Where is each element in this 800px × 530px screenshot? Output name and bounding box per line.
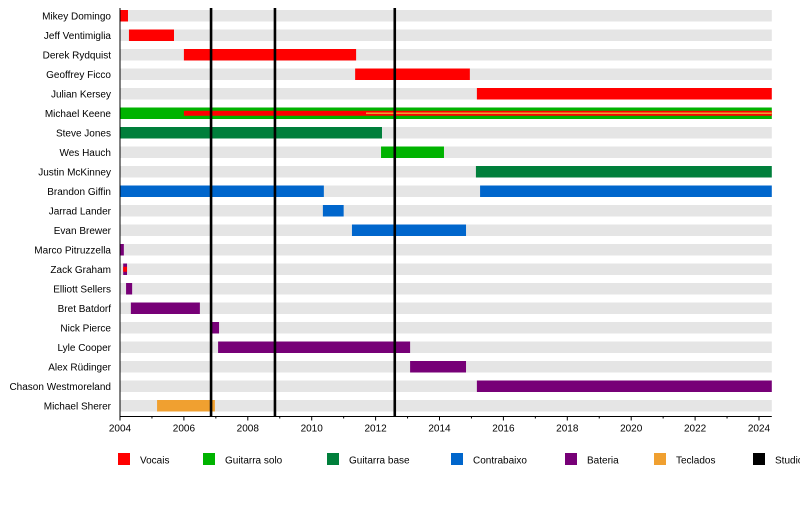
- legend-label-solo: Guitarra solo: [225, 456, 283, 467]
- bar-teclados: [366, 112, 772, 115]
- bar-bateria: [218, 341, 411, 353]
- member-name: Derek Rydquist: [43, 50, 112, 61]
- legend-label-bateria: Bateria: [587, 456, 619, 467]
- member-name: Chason Westmoreland: [9, 382, 111, 393]
- bar-vocais: [476, 88, 772, 100]
- bar-baixo: [120, 185, 324, 197]
- x-tick-label: 2020: [620, 424, 643, 435]
- row-background: [120, 263, 772, 275]
- x-tick-label: 2012: [364, 424, 387, 435]
- member-name: Wes Hauch: [59, 148, 111, 159]
- bar-base: [120, 127, 382, 139]
- bar-solo: [381, 146, 444, 158]
- row-background: [120, 341, 772, 353]
- legend-swatch-solo: [203, 453, 215, 465]
- member-name: Brandon Giffin: [47, 187, 111, 198]
- bar-vocais: [128, 29, 174, 41]
- member-name: Evan Brewer: [54, 226, 112, 237]
- row-background: [120, 146, 772, 158]
- member-name: Geoffrey Ficco: [46, 70, 111, 81]
- member-name: Elliott Sellers: [53, 284, 111, 295]
- row-background: [120, 244, 772, 256]
- member-name: Marco Pitruzzella: [34, 245, 111, 256]
- member-name: Justin McKinney: [38, 167, 111, 178]
- row-background: [120, 283, 772, 295]
- member-name: Jarrad Lander: [49, 206, 112, 217]
- bar-baixo: [351, 224, 467, 236]
- x-tick-label: 2022: [684, 424, 707, 435]
- bar-bateria: [130, 302, 200, 314]
- row-background: [120, 380, 772, 392]
- row-background: [120, 166, 772, 178]
- row-background: [120, 88, 772, 100]
- bar-bateria: [211, 322, 220, 334]
- x-tick-label: 2014: [428, 424, 451, 435]
- member-name: Alex Rüdinger: [48, 362, 111, 373]
- bar-teclados: [157, 400, 215, 412]
- row-background: [120, 400, 772, 412]
- legend-label-baixo: Contrabaixo: [473, 456, 527, 467]
- bar-base: [475, 166, 772, 178]
- bar-vocais: [183, 49, 357, 61]
- bar-baixo: [322, 205, 344, 217]
- x-tick-label: 2016: [492, 424, 515, 435]
- row-background: [120, 185, 772, 197]
- bar-bateria: [120, 244, 124, 256]
- legend-label-studio: Studio: [775, 456, 800, 467]
- member-name: Lyle Cooper: [57, 343, 111, 354]
- row-background: [120, 205, 772, 217]
- member-name: Michael Keene: [45, 109, 112, 120]
- legend-swatch-teclados: [654, 453, 666, 465]
- legend-label-vocais: Vocais: [140, 456, 169, 467]
- member-name: Steve Jones: [56, 128, 111, 139]
- legend-swatch-bateria: [565, 453, 577, 465]
- legend-label-base: Guitarra base: [349, 456, 410, 467]
- bar-vocais: [355, 68, 470, 80]
- row-background: [120, 10, 772, 22]
- bar-baixo: [480, 185, 772, 197]
- x-tick-label: 2006: [173, 424, 196, 435]
- x-tick-label: 2010: [301, 424, 324, 435]
- member-name: Michael Sherer: [44, 401, 112, 412]
- x-tick-label: 2008: [237, 424, 260, 435]
- legend-swatch-baixo: [451, 453, 463, 465]
- member-name: Julian Kersey: [51, 89, 111, 100]
- member-name: Mikey Domingo: [42, 11, 111, 22]
- row-background: [120, 127, 772, 139]
- bar-vocais: [120, 10, 128, 22]
- member-name: Nick Pierce: [60, 323, 111, 334]
- row-background: [120, 49, 772, 61]
- bar-bateria: [476, 380, 772, 392]
- row-background: [120, 302, 772, 314]
- legend-label-teclados: Teclados: [676, 456, 715, 467]
- bar-bateria: [410, 361, 467, 373]
- member-name: Zack Graham: [50, 265, 111, 276]
- x-tick-label: 2018: [556, 424, 579, 435]
- x-tick-label: 2004: [109, 424, 132, 435]
- legend-swatch-studio: [753, 453, 765, 465]
- bar-vocais: [123, 266, 128, 272]
- legend-swatch-vocais: [118, 453, 130, 465]
- member-name: Bret Batdorf: [58, 304, 112, 315]
- member-name: Jeff Ventimiglia: [44, 31, 112, 42]
- bar-bateria: [126, 283, 133, 295]
- legend-swatch-base: [327, 453, 339, 465]
- x-tick-label: 2024: [748, 424, 771, 435]
- row-background: [120, 29, 772, 41]
- row-background: [120, 322, 772, 334]
